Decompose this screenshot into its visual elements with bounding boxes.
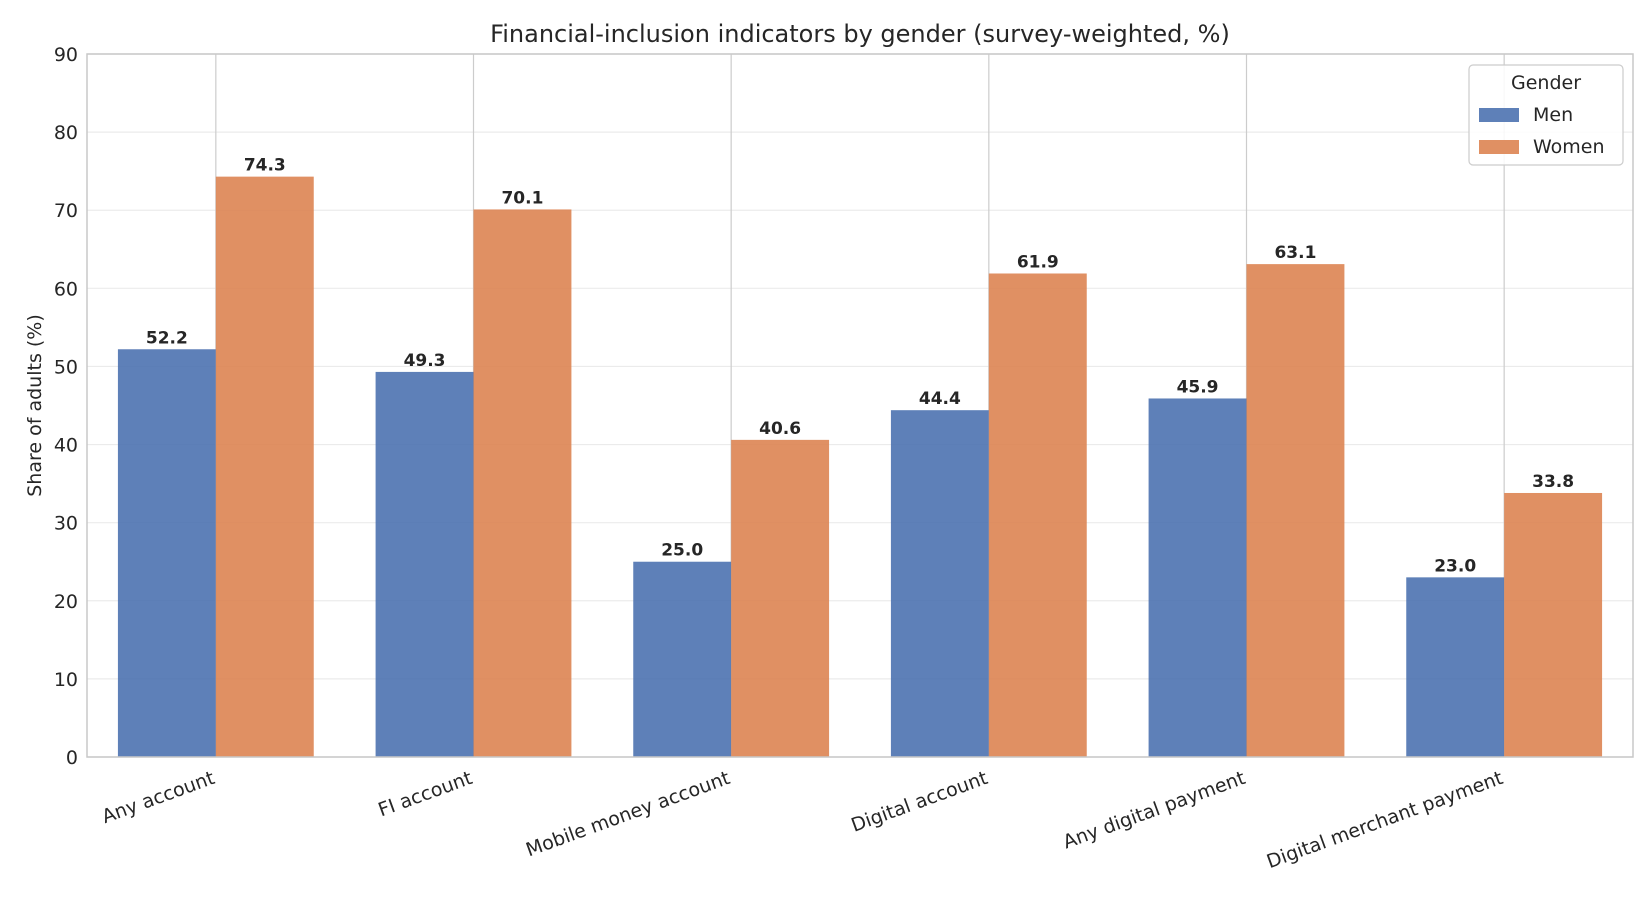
bar-women-3: [988, 273, 1087, 757]
plot-frame: [86, 53, 1634, 758]
bar-men-2: [633, 561, 732, 757]
data-label-men-2: 25.0: [661, 541, 703, 561]
legend-swatch-women: [1479, 140, 1519, 154]
bar-men-4: [1148, 398, 1247, 757]
bar-women-1: [473, 209, 572, 758]
legend-title: Gender: [1511, 72, 1581, 94]
data-label-women-0: 74.3: [244, 156, 286, 176]
legend-label-men: Men: [1533, 104, 1573, 126]
bar-women-4: [1246, 264, 1345, 757]
data-label-men-1: 49.3: [404, 351, 446, 371]
y-tick-label: 70: [54, 200, 78, 222]
data-label-men-5: 23.0: [1434, 556, 1476, 576]
y-tick-label: 50: [54, 356, 78, 378]
x-tick-label: Mobile money account: [523, 767, 733, 861]
legend-swatch-men: [1479, 108, 1519, 122]
y-tick-label: 20: [54, 591, 78, 613]
data-label-women-3: 61.9: [1017, 252, 1059, 272]
bar-men-5: [1406, 577, 1505, 757]
bar-women-5: [1504, 492, 1603, 757]
y-tick-label: 90: [54, 44, 78, 66]
x-tick-label: Any digital payment: [1060, 767, 1248, 853]
bars: [117, 176, 1603, 758]
y-ticks: 0 10 20 30 40 50 60 70 80 90: [54, 44, 78, 769]
data-label-women-5: 33.8: [1532, 472, 1574, 492]
y-axis-label: Share of adults (%): [24, 314, 46, 497]
bar-women-0: [215, 176, 314, 757]
data-label-men-4: 45.9: [1177, 377, 1219, 397]
y-tick-label: 0: [66, 747, 78, 769]
y-tick-label: 40: [54, 435, 78, 457]
data-label-women-4: 63.1: [1274, 243, 1316, 263]
data-label-men-0: 52.2: [146, 328, 188, 348]
bar-men-1: [375, 371, 474, 757]
x-ticks: Any account FI account Mobile money accoun…: [99, 767, 1506, 873]
x-tick-label: FI account: [375, 767, 475, 821]
y-tick-label: 60: [54, 278, 78, 300]
y-tick-label: 30: [54, 513, 78, 535]
y-tick-label: 10: [54, 669, 78, 691]
x-tick-label: Digital merchant payment: [1264, 767, 1506, 873]
y-tick-label: 80: [54, 122, 78, 144]
data-label-men-3: 44.4: [919, 389, 961, 409]
legend: Gender Men Women: [1468, 64, 1624, 166]
legend-label-women: Women: [1533, 136, 1605, 158]
data-labels: 52.2 49.3 25.0 44.4 45.9 23.0 74.3 70.1 40.6 61.9…: [146, 156, 1574, 577]
data-label-women-2: 40.6: [759, 419, 801, 439]
x-tick-label: Any account: [99, 767, 217, 828]
x-tick-label: Digital account: [848, 767, 990, 837]
grid: [87, 53, 1633, 758]
legend-items: Men Women: [1479, 104, 1605, 158]
bar-men-3: [890, 410, 989, 757]
data-label-women-1: 70.1: [501, 188, 543, 208]
bar-women-2: [731, 439, 830, 757]
bar-men-0: [117, 349, 216, 757]
chart-title: Financial-inclusion indicators by gender…: [490, 20, 1230, 48]
